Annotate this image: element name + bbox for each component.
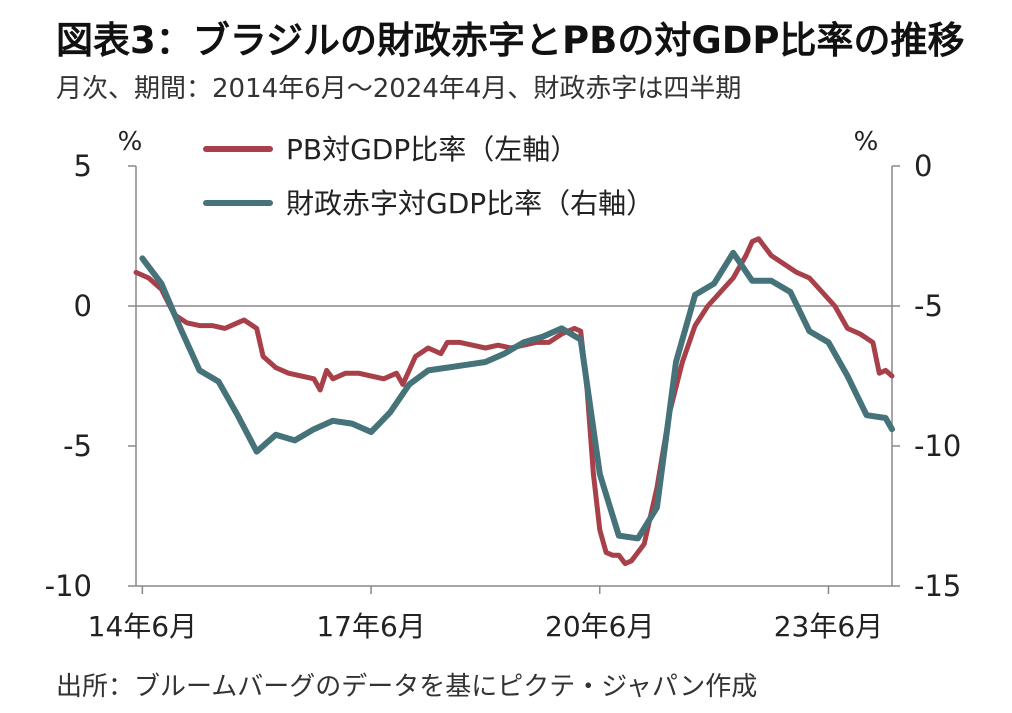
- x-tick-label: 23年6月: [774, 610, 883, 643]
- legend: PB対GDP比率（左軸） 財政赤字対GDP比率（右軸）: [203, 133, 654, 220]
- left-tick-label: 0: [74, 289, 92, 323]
- legend-label: PB対GDP比率（左軸）: [286, 133, 578, 166]
- x-tick-label: 17年6月: [316, 610, 425, 643]
- x-tick-label: 20年6月: [545, 610, 654, 643]
- chart-title: 図表3：ブラジルの財政赤字とPBの対GDP比率の推移: [56, 19, 965, 62]
- legend-label: 財政赤字対GDP比率（右軸）: [286, 187, 654, 220]
- right-tick-label: -10: [914, 429, 961, 463]
- plot-frame: [135, 166, 893, 587]
- axis-ticks: 5 0 -5 -10 0 -5 -10 -15% % 14年6月 17年6月 20年6月 23年6月: [45, 127, 962, 643]
- right-tick-label: -15: [914, 569, 961, 603]
- left-axis-unit: %: [118, 127, 143, 157]
- right-tick-label: -5: [914, 289, 943, 323]
- series-line-pb: [133, 236, 895, 567]
- left-tick-label: -5: [63, 429, 92, 463]
- chart-subtitle: 月次、期間：2014年6月～2024年4月、財政赤字は四半期: [56, 74, 742, 104]
- right-tick-label: 0: [914, 149, 932, 183]
- series-line-deficit: [139, 249, 895, 542]
- right-axis-unit: %: [854, 127, 879, 157]
- left-tick-label: 5: [74, 149, 92, 183]
- source-note: 出所：ブルームバーグのデータを基にピクテ・ジャパン作成: [56, 672, 758, 702]
- x-tick-label: 14年6月: [88, 610, 197, 643]
- left-tick-label: -10: [45, 569, 92, 603]
- series-lines: [133, 236, 895, 567]
